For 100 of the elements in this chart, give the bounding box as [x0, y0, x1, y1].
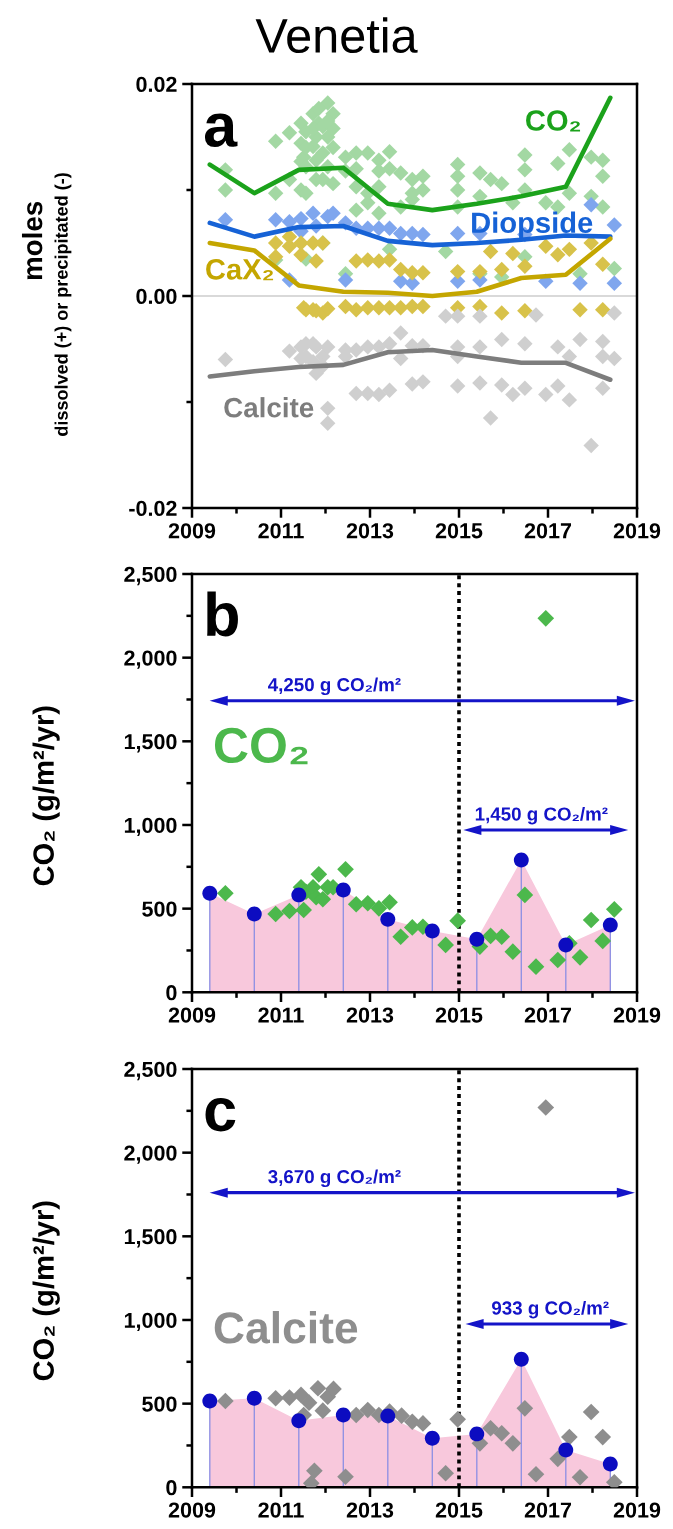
point: [337, 1468, 354, 1486]
annotation: 1,450 g CO₂/m²: [475, 806, 608, 825]
point: [493, 1424, 511, 1442]
point: [482, 1419, 499, 1437]
chart-title: Venetia: [255, 17, 418, 54]
point: [308, 253, 324, 269]
point: [538, 386, 554, 403]
x-tick-label: 2013: [346, 1007, 394, 1023]
point: [309, 1379, 327, 1397]
point: [319, 400, 336, 417]
y-tick-label: 500: [142, 1396, 177, 1412]
point: [424, 1430, 440, 1446]
point: [493, 261, 510, 278]
point: [392, 325, 409, 341]
series-label: Calcite: [224, 397, 314, 418]
point: [359, 894, 377, 912]
point: [469, 1426, 485, 1442]
y-tick-label: 2,500: [124, 1061, 177, 1081]
x-tick-label: 2019: [613, 523, 661, 539]
y-axis-title: moles dissolved (+) or precipitated (-): [21, 173, 72, 436]
point: [561, 1428, 578, 1446]
y-tick-label: 1,000: [124, 1312, 177, 1332]
point: [360, 252, 376, 268]
point: [246, 906, 262, 922]
point: [472, 308, 488, 324]
x-tick-label: 2009: [168, 1502, 216, 1518]
point: [505, 386, 521, 403]
point: [538, 238, 554, 254]
point: [517, 335, 533, 352]
point: [602, 917, 618, 933]
point: [572, 331, 588, 348]
x-tick-label: 2017: [524, 1502, 571, 1518]
series-label: Calcite: [214, 1310, 358, 1344]
point: [482, 243, 499, 260]
point: [449, 225, 466, 242]
x-tick-label: 2013: [346, 1502, 394, 1518]
point: [371, 299, 387, 316]
point: [606, 305, 623, 321]
annotation: a: [204, 113, 238, 148]
point: [449, 263, 466, 280]
x-tick-label: 2015: [435, 1502, 483, 1518]
point: [306, 1462, 323, 1480]
point: [381, 382, 398, 399]
point: [595, 302, 611, 318]
x-tick-label: 2011: [258, 1007, 304, 1023]
point: [300, 1394, 318, 1411]
point: [449, 378, 466, 394]
x-tick-label: 2015: [435, 523, 483, 539]
point: [437, 308, 454, 324]
y-tick-label: 0: [166, 1480, 177, 1496]
series-label: CaX₂: [206, 259, 274, 281]
annotation: 3,670 g CO₂/m²: [268, 1169, 401, 1188]
annotation: 4,250 g CO₂/m²: [268, 677, 401, 696]
point: [305, 205, 321, 222]
point: [517, 303, 533, 319]
point: [516, 1399, 534, 1417]
point: [558, 1442, 574, 1458]
point: [314, 1402, 332, 1419]
point: [472, 375, 488, 391]
x-tick-label: 2013: [346, 523, 394, 539]
point: [381, 252, 398, 268]
point: [594, 932, 612, 950]
point: [370, 899, 388, 917]
y-tick-label: 1,500: [124, 1229, 177, 1248]
point: [267, 905, 284, 923]
point: [605, 1473, 623, 1488]
point: [561, 241, 578, 258]
point: [449, 912, 466, 930]
x-tick-label: 2011: [258, 1502, 304, 1518]
point: [337, 860, 354, 878]
annotation: 933 g CO₂/m²: [492, 1300, 609, 1319]
point: [437, 1464, 454, 1482]
point: [583, 197, 599, 213]
point: [292, 1386, 310, 1404]
point: [414, 1415, 432, 1432]
point: [595, 256, 611, 272]
point: [281, 1389, 298, 1406]
point: [337, 272, 354, 288]
point: [267, 211, 284, 228]
point: [571, 949, 589, 966]
point: [595, 333, 611, 350]
point: [217, 351, 234, 368]
x-tick-label: 2019: [613, 1007, 661, 1023]
point: [482, 410, 499, 426]
point: [606, 275, 623, 292]
point: [449, 1411, 466, 1428]
point: [310, 866, 328, 883]
point: [217, 1392, 234, 1410]
point: [513, 1351, 529, 1367]
y-tick-label: 0: [166, 985, 177, 1001]
point: [281, 343, 298, 359]
y-tick-label: 2,000: [124, 1145, 177, 1164]
series-label: CO₂: [526, 110, 581, 132]
point: [527, 958, 545, 976]
point: [381, 335, 398, 352]
point: [606, 350, 623, 367]
annotation: b: [207, 591, 238, 637]
point: [516, 886, 534, 904]
point: [537, 1099, 555, 1116]
y-tick-label: 2,500: [124, 566, 177, 586]
